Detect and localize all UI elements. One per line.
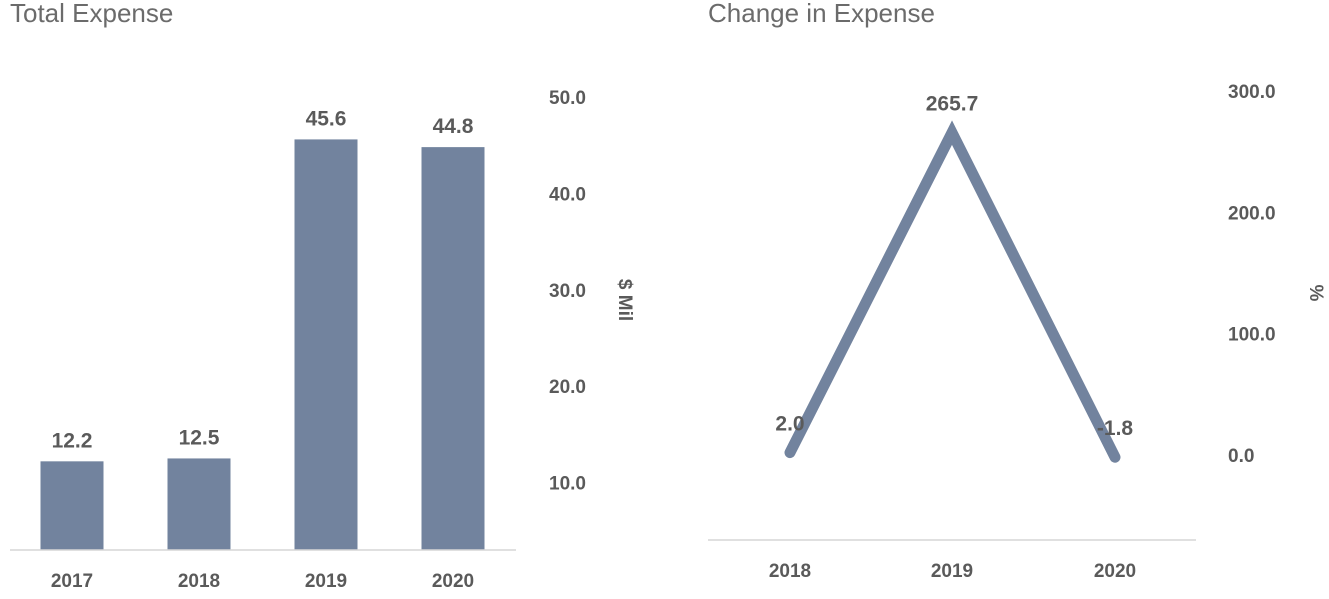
- total-expense-x-tick: 2018: [178, 571, 220, 592]
- total-expense-y-axis-label: $ Mil: [614, 279, 635, 321]
- bar-data-label: 12.5: [179, 426, 220, 449]
- change-in-expense-y-tick: 300.0: [1228, 82, 1276, 103]
- bar-2017: [40, 461, 104, 550]
- total-expense-y-tick: 40.0: [549, 184, 586, 205]
- bar-2019: [294, 139, 358, 550]
- change-in-expense-y-tick: 0.0: [1228, 446, 1254, 467]
- change-in-expense-y-tick: 200.0: [1228, 203, 1276, 224]
- total-expense-y-tick: 10.0: [549, 474, 586, 495]
- bar-2020: [421, 147, 485, 551]
- total-expense-y-tick: 50.0: [549, 88, 586, 109]
- line-point-2019: [951, 131, 953, 134]
- bar-data-label: 44.8: [433, 115, 474, 138]
- change-in-expense-y-tick: 100.0: [1228, 325, 1276, 346]
- total-expense-chart: Total Expense 10.0 20.0 30.0 40.0 50.0 $ Mil…: [10, 0, 635, 592]
- total-expense-x-tick: 2019: [305, 571, 347, 592]
- change-in-expense-chart: Change in Expense 0.0 100.0 200.0 300.0 % 2…: [708, 0, 1326, 582]
- bar-data-label: 45.6: [306, 107, 347, 130]
- line-data-label: 2.0: [775, 413, 804, 436]
- bar-2018: [167, 458, 231, 550]
- line-data-label: -1.8: [1097, 417, 1134, 440]
- total-expense-x-tick: 2017: [51, 571, 93, 592]
- change-in-expense-title: Change in Expense: [708, 0, 935, 28]
- total-expense-x-tick: 2020: [432, 571, 474, 592]
- total-expense-y-tick: 20.0: [549, 377, 586, 398]
- bar-data-label: 12.2: [52, 429, 93, 452]
- line-point-2018: [789, 451, 791, 454]
- change-in-expense-x-tick: 2018: [769, 561, 811, 582]
- change-in-expense-y-axis-label: %: [1305, 285, 1326, 302]
- line-data-label: 265.7: [926, 93, 979, 116]
- change-in-expense-x-tick: 2020: [1094, 561, 1136, 582]
- line-point-2020: [1114, 456, 1116, 459]
- total-expense-y-tick: 30.0: [549, 281, 586, 302]
- change-in-expense-x-tick: 2019: [931, 561, 973, 582]
- total-expense-title: Total Expense: [10, 0, 173, 28]
- change-in-expense-line: [784, 120, 1121, 463]
